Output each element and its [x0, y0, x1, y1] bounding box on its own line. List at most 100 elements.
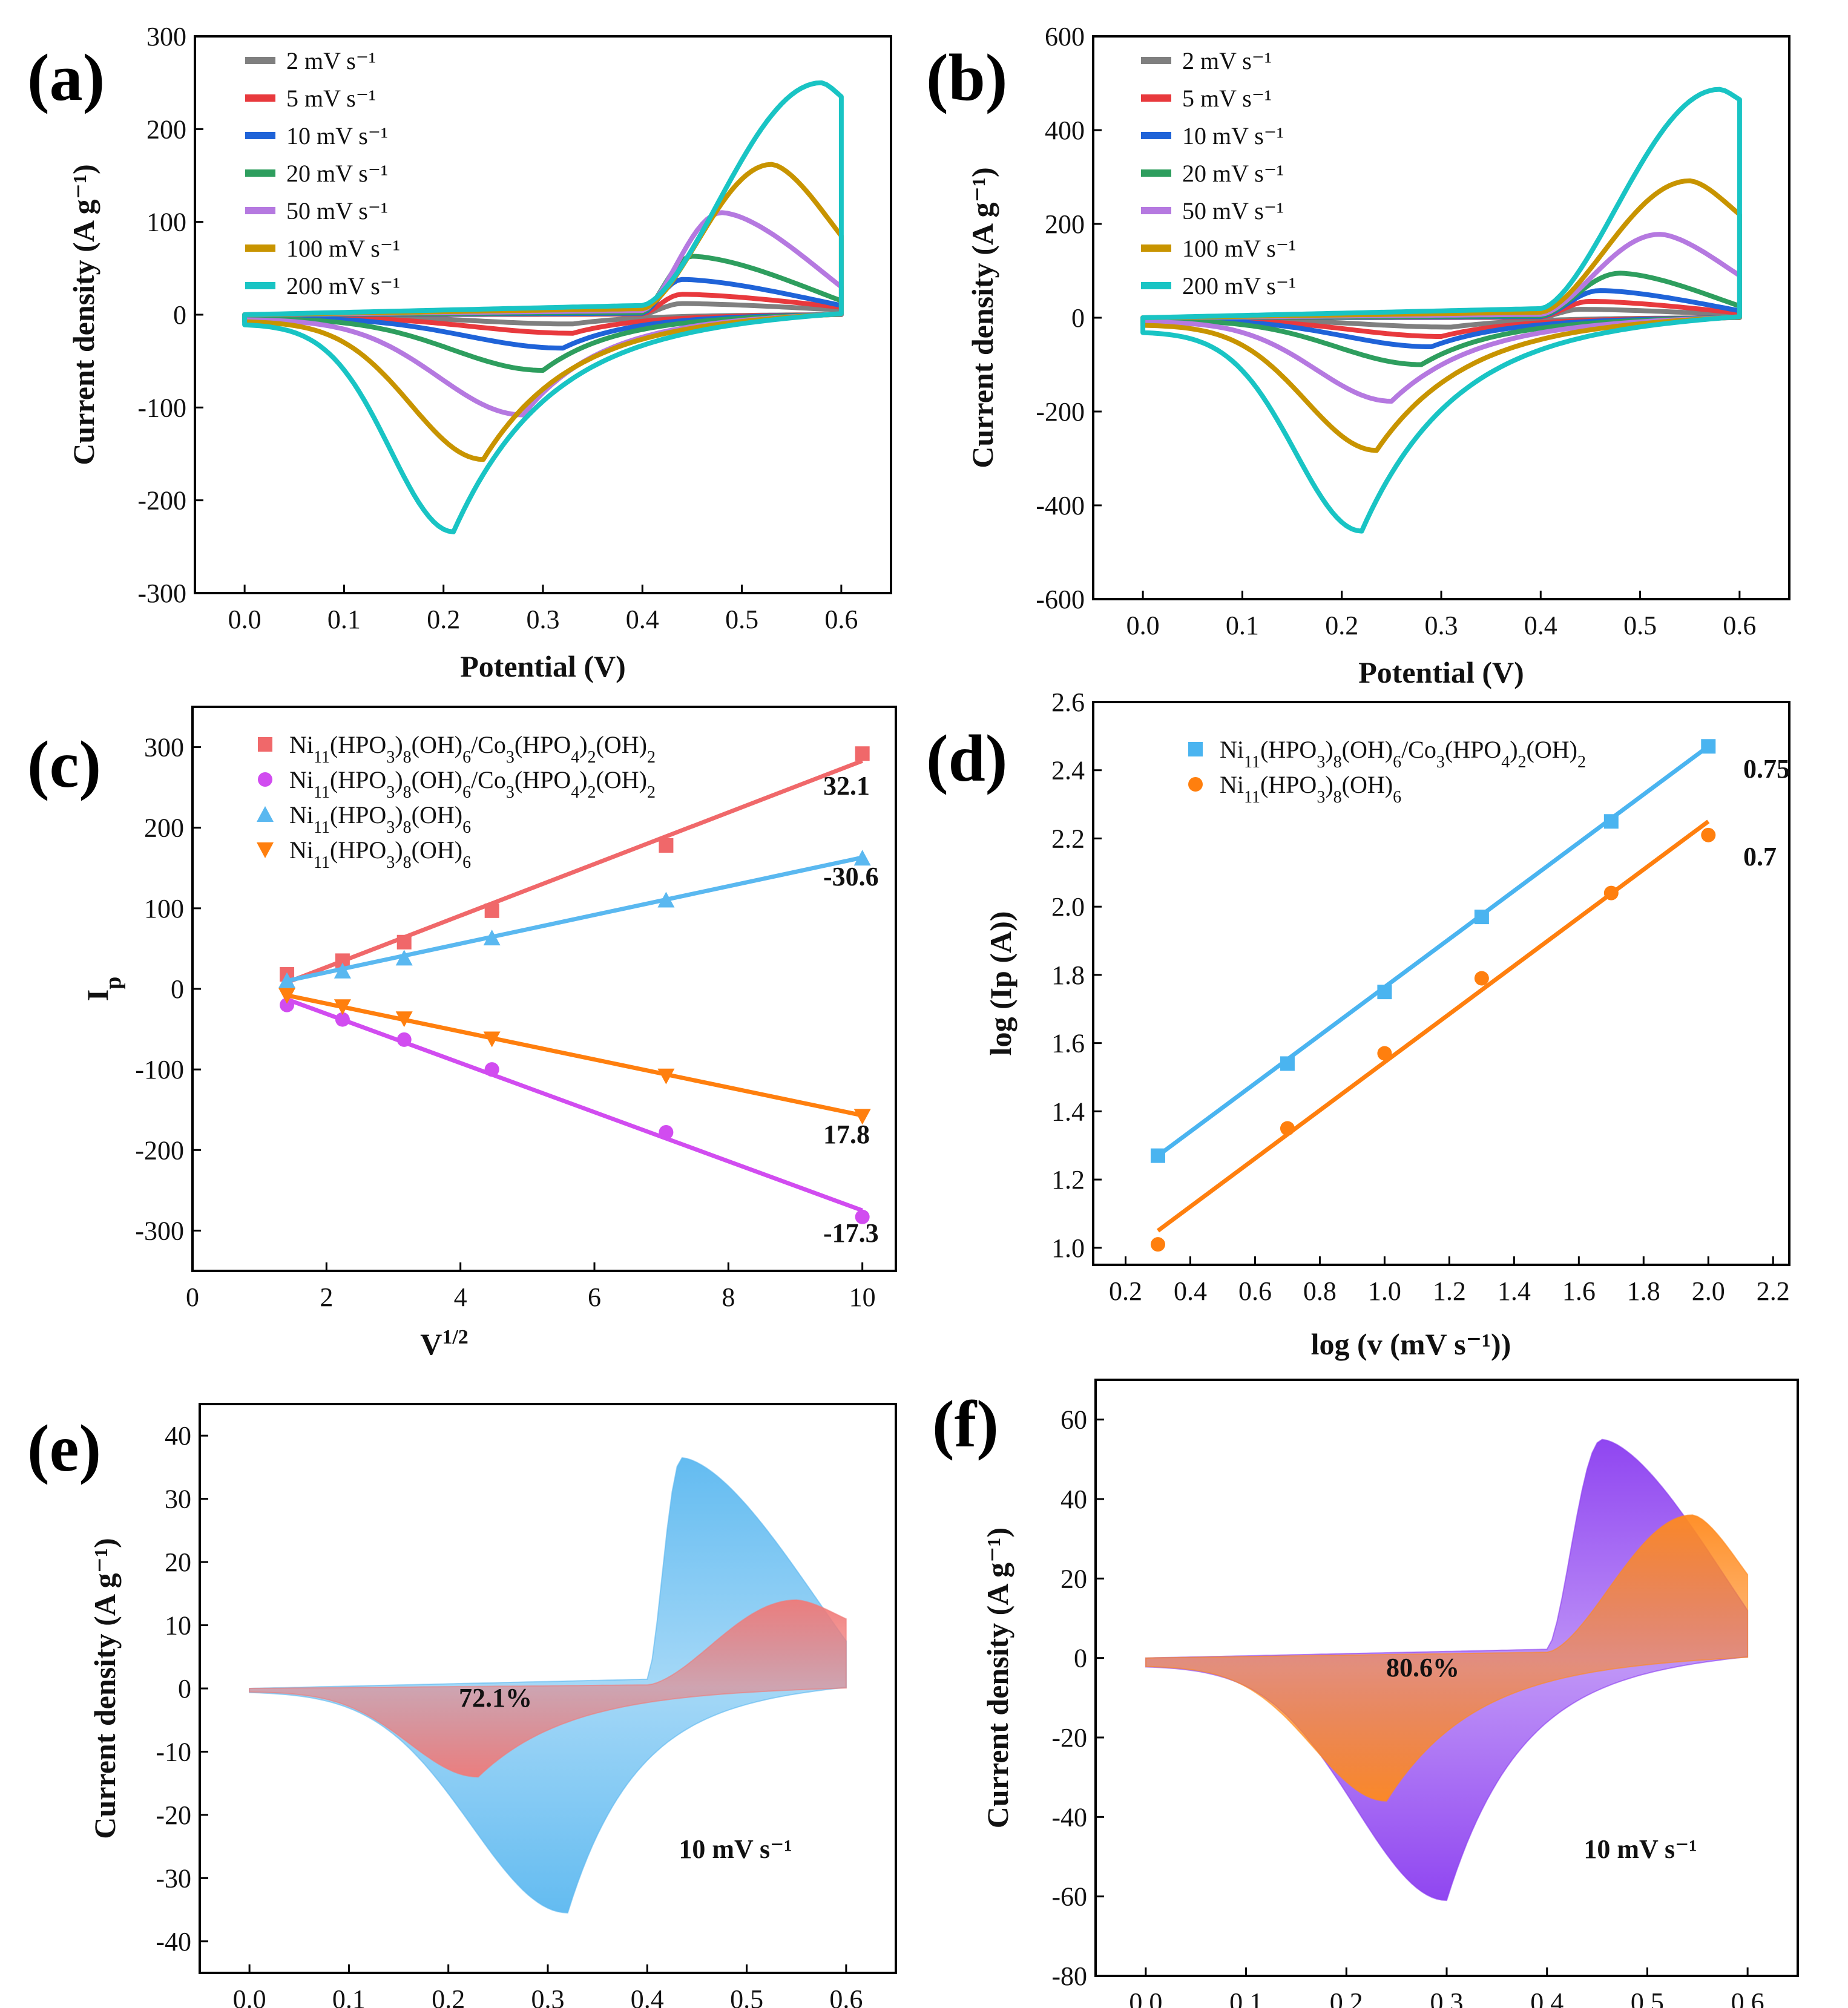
legend-label: 10 mV s⁻¹: [286, 122, 388, 149]
x-axis-label: log (v (mV s⁻¹)): [1311, 1327, 1511, 1361]
y-tick-label: 2.4: [1051, 756, 1085, 786]
plot-frame: [1092, 701, 1790, 1266]
y-tick-label: -400: [1036, 491, 1085, 520]
capacitive-percent-label: 80.6%: [1386, 1653, 1459, 1682]
legend-label: 200 mV s⁻¹: [286, 272, 400, 300]
legend-label: 50 mV s⁻¹: [1182, 197, 1284, 225]
y-tick-label: -200: [135, 1135, 184, 1165]
x-tick-label: 0.6: [1238, 1276, 1272, 1306]
x-tick-label: 1.6: [1562, 1276, 1596, 1306]
y-tick-label: 1.0: [1051, 1233, 1085, 1263]
y-tick-label: 200: [1045, 209, 1085, 239]
triangle-down-marker: [657, 1068, 675, 1084]
y-tick-label: 30: [165, 1485, 191, 1514]
y-tick-label: 200: [144, 813, 184, 843]
y-tick-label: 0: [1071, 303, 1085, 333]
y-tick-label: 0: [173, 300, 186, 330]
slope-label: -30.6: [823, 862, 879, 891]
y-tick-label: 1.2: [1051, 1165, 1085, 1195]
x-tick-label: 0.6: [1723, 611, 1756, 640]
x-tick-label: 0.2: [1109, 1276, 1142, 1306]
y-axis-label: Ip: [81, 977, 126, 1002]
square-marker: [1603, 814, 1619, 829]
slope-label: 32.1: [823, 771, 870, 801]
x-axis-label: Potential (V): [460, 649, 626, 683]
circle-marker: [280, 997, 295, 1012]
y-axis-label: log (Ip (A)): [984, 911, 1018, 1056]
x-tick-label: 1.8: [1627, 1276, 1660, 1306]
fit-line-series-1: [1156, 819, 1710, 1233]
area-region-capacitive: [249, 1599, 847, 1778]
x-tick-label: 0.6: [1731, 1987, 1764, 2008]
x-tick-label: 0.6: [824, 605, 858, 634]
triangle-up-marker: [395, 950, 413, 966]
legend-label: Ni11(HPO3)8(OH)6: [1220, 771, 1401, 807]
slope-label: 0.75: [1743, 754, 1790, 784]
panel-label: (b): [926, 41, 1007, 114]
square-marker: [1188, 742, 1203, 756]
panel-label: (c): [27, 727, 101, 801]
fit-line-series-0: [1156, 744, 1710, 1158]
square-marker: [484, 903, 499, 918]
triangle-up-marker: [278, 972, 296, 988]
y-tick-label: -40: [156, 1927, 191, 1957]
circle-marker: [396, 1032, 412, 1047]
panel-label: (d): [926, 721, 1007, 795]
y-tick-label: 0: [178, 1674, 191, 1704]
x-tick-label: 0.3: [527, 605, 560, 634]
triangle-down-marker: [483, 1031, 501, 1048]
y-tick-label: -300: [135, 1216, 184, 1245]
x-tick-label: 0.8: [1303, 1276, 1337, 1306]
circle-marker: [1603, 885, 1619, 901]
x-tick-label: 0.1: [327, 605, 361, 634]
x-tick-label: 10: [849, 1282, 876, 1312]
y-tick-label: -200: [137, 486, 186, 516]
y-tick-label: 10: [165, 1611, 191, 1641]
legend-label: 100 mV s⁻¹: [1182, 235, 1296, 262]
y-tick-label: 2.6: [1051, 687, 1085, 717]
y-tick-label: -300: [137, 579, 186, 608]
x-tick-label: 0.4: [631, 1984, 664, 2008]
fit-line-series-3: [286, 993, 863, 1118]
square-marker: [1474, 910, 1489, 925]
x-tick-label: 0.4: [1524, 611, 1557, 640]
y-tick-label: 0: [1074, 1644, 1087, 1673]
legend-label: Ni11(HPO3)8(OH)6: [289, 801, 471, 837]
legend-label: 10 mV s⁻¹: [1182, 122, 1284, 149]
y-tick-label: 1.6: [1051, 1029, 1085, 1058]
circle-marker: [1188, 777, 1203, 792]
x-tick-label: 2: [320, 1282, 333, 1312]
square-marker: [1150, 1148, 1165, 1163]
panel-b-cv-curves: 0.0 0.1 0.2 0.3 0.4 0.5 0.6 -600 -400 -200 0 200 400…: [926, 22, 1790, 689]
square-marker: [1280, 1056, 1295, 1071]
panel-label: (e): [27, 1411, 101, 1485]
y-tick-label: 300: [146, 22, 186, 51]
y-tick-label: 100: [144, 894, 184, 924]
y-tick-label: -200: [1036, 397, 1085, 427]
x-tick-label: 0.5: [730, 1984, 763, 2008]
x-tick-label: 0.1: [1229, 1987, 1263, 2008]
triangle-down-marker: [257, 842, 274, 858]
capacitive-percent-label: 72.1%: [459, 1683, 532, 1713]
y-tick-label: -80: [1051, 1961, 1087, 1991]
panel-label: (f): [932, 1387, 999, 1461]
y-tick-label: 600: [1045, 22, 1085, 51]
y-tick-label: -20: [1051, 1723, 1087, 1753]
y-tick-label: 200: [146, 114, 186, 144]
x-tick-label: 8: [722, 1282, 735, 1312]
circle-marker: [659, 1124, 674, 1140]
cv-curve-series-6: [1140, 87, 1742, 534]
x-tick-label: 4: [454, 1282, 467, 1312]
circle-marker: [1377, 1046, 1392, 1061]
y-tick-label: -30: [156, 1863, 191, 1893]
scan-rate-label: 10 mV s⁻¹: [679, 1834, 792, 1864]
x-tick-label: 0.1: [1226, 611, 1259, 640]
x-tick-label: 0.5: [1631, 1987, 1664, 2008]
square-marker: [1377, 985, 1392, 1000]
cv-curve-series-6: [242, 80, 844, 534]
y-tick-label: 2.0: [1051, 892, 1085, 922]
x-tick-label: 0.2: [432, 1984, 465, 2008]
area-region-capacitive: [1145, 1514, 1749, 1802]
legend-label: Ni11(HPO3)8(OH)6: [289, 836, 471, 872]
triangle-up-marker: [853, 850, 871, 866]
